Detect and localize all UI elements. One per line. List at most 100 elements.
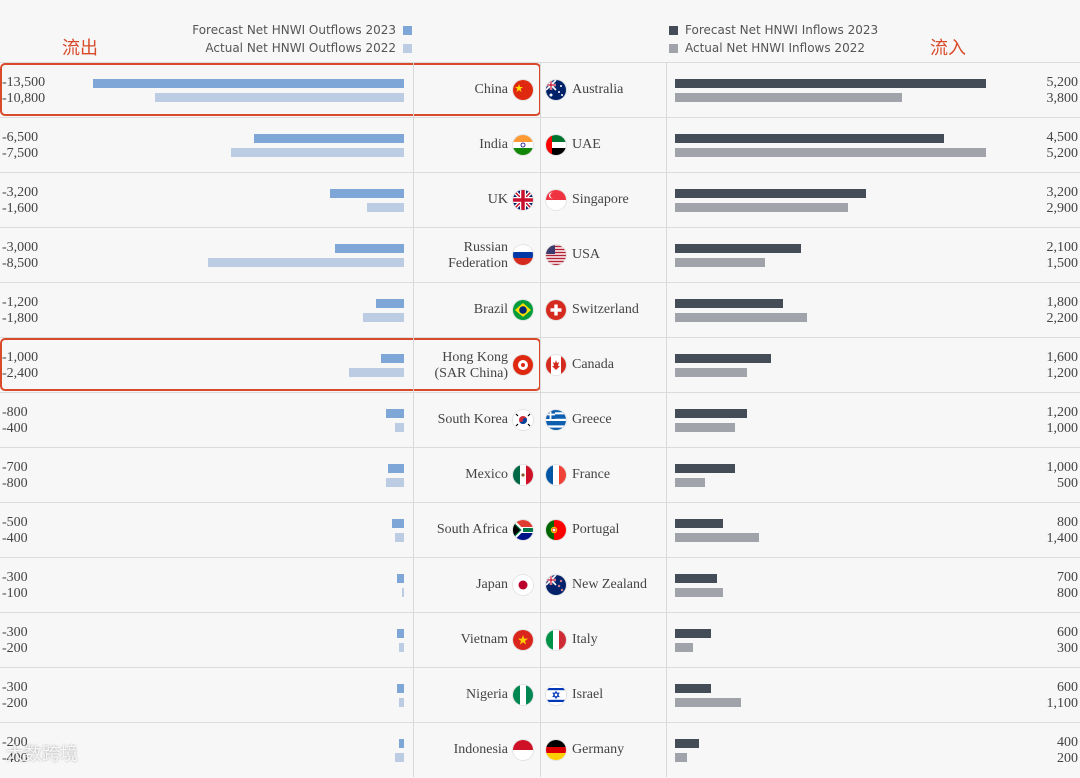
country-name-line: Italy xyxy=(572,632,598,647)
country-name-line: France xyxy=(572,467,611,482)
outflow-value-2022-mexico: -800 xyxy=(2,476,28,491)
outflow-bar-2022-japan xyxy=(401,588,404,597)
indonesia-flag-icon xyxy=(513,740,533,760)
italy-flag-icon xyxy=(546,630,566,650)
inflow-country-italy: Italy xyxy=(572,632,598,648)
inflow-country-usa: USA xyxy=(572,247,600,263)
inflow-value-2022-singapore: 2,900 xyxy=(1046,201,1079,216)
divider-outflow-country xyxy=(413,62,414,777)
israel-flag-icon xyxy=(546,685,566,705)
inflow-bar-2023-switzerland xyxy=(675,299,783,308)
inflow-bar-2022-singapore xyxy=(675,203,849,212)
country-name-line: (SAR China) xyxy=(434,366,509,381)
outflow-bar-2022-india xyxy=(231,148,404,157)
south-africa-flag-icon xyxy=(513,520,533,540)
inflow-annotation: 流入 xyxy=(930,38,966,59)
outflow-value-2022-brazil: -1,800 xyxy=(2,311,39,326)
country-name-line: Portugal xyxy=(572,522,620,537)
outflow-value-2023-mexico: -700 xyxy=(2,460,28,475)
mexico-flag-icon xyxy=(513,465,533,485)
inflow-value-2023-germany: 400 xyxy=(1057,735,1078,750)
outflow-bar-2022-nigeria xyxy=(399,698,404,707)
inflow-value-2022-switzerland: 2,200 xyxy=(1046,311,1079,326)
outflow-value-2023-china: -13,500 xyxy=(2,75,46,90)
country-name-line: Mexico xyxy=(465,467,508,482)
outflow-country-uk: UK xyxy=(488,192,508,208)
inflow-bar-2023-uae xyxy=(675,134,945,143)
china-flag-icon xyxy=(513,80,533,100)
outflow-value-2023-india: -6,500 xyxy=(2,130,39,145)
outflow-bar-2022-uk xyxy=(367,203,404,212)
uae-flag-icon xyxy=(546,135,566,155)
outflow-country-india: India xyxy=(479,137,508,153)
outflow-bar-2022-russian xyxy=(208,258,404,267)
inflow-legend: Forecast Net HNWI Inflows 2023 Actual Ne… xyxy=(669,21,878,57)
outflow-bar-2022-brazil xyxy=(362,313,404,322)
outflow-bar-2023-china xyxy=(93,79,404,88)
outflow-value-2023-hong-kong: -1,000 xyxy=(2,350,39,365)
outflow-country-nigeria: Nigeria xyxy=(466,687,508,703)
inflow-value-2022-france: 500 xyxy=(1057,476,1078,491)
outflow-annotation: 流出 xyxy=(62,38,98,59)
outflow-bar-2023-japan xyxy=(397,574,404,583)
canada-flag-icon xyxy=(546,355,566,375)
france-flag-icon xyxy=(546,465,566,485)
outflow-bar-2022-mexico xyxy=(385,478,404,487)
outflow-value-2022-japan: -100 xyxy=(2,586,28,601)
inflow-bar-2023-portugal xyxy=(675,519,723,528)
outflow-value-2023-nigeria: -300 xyxy=(2,680,28,695)
legend-swatch-outflow-2023 xyxy=(403,25,412,35)
legend-item-inflow-2022: Actual Net HNWI Inflows 2022 xyxy=(669,39,878,57)
table-row: -1,000 -2,400 Hong Kong (SAR China) Canada 1,… xyxy=(0,337,1080,393)
country-name-line: Russian xyxy=(463,240,508,255)
germany-flag-icon xyxy=(546,740,566,760)
outflow-country-vietnam: Vietnam xyxy=(461,632,508,648)
inflow-value-2023-new-zealand: 700 xyxy=(1057,570,1078,585)
outflow-bar-2022-south-korea xyxy=(394,423,404,432)
nigeria-flag-icon xyxy=(513,685,533,705)
inflow-value-2023-usa: 2,100 xyxy=(1046,240,1079,255)
legend-label-inflow-2022: Actual Net HNWI Inflows 2022 xyxy=(685,41,865,55)
inflow-bar-2022-greece xyxy=(675,423,735,432)
outflow-bar-2022-hong-kong xyxy=(348,368,404,377)
inflow-country-portugal: Portugal xyxy=(572,522,619,538)
inflow-country-germany: Germany xyxy=(572,742,624,758)
outflow-country-south-africa: South Africa xyxy=(437,522,508,538)
country-name-line: USA xyxy=(572,247,601,262)
outflow-bar-2023-south-africa xyxy=(392,519,404,528)
hong-kong-flag-icon xyxy=(513,355,533,375)
inflow-value-2022-germany: 200 xyxy=(1057,751,1078,766)
country-name-line: South Korea xyxy=(437,412,508,427)
divider-inflow-country xyxy=(666,62,667,777)
inflow-country-singapore: Singapore xyxy=(572,192,629,208)
country-name-line: China xyxy=(474,82,508,97)
country-name-line: Vietnam xyxy=(460,632,508,647)
outflow-bar-2023-nigeria xyxy=(397,684,404,693)
inflow-value-2022-usa: 1,500 xyxy=(1046,256,1079,271)
legend-label-outflow-2023: Forecast Net HNWI Outflows 2023 xyxy=(192,23,396,37)
inflow-value-2022-uae: 5,200 xyxy=(1046,146,1079,161)
outflow-bar-2023-vietnam xyxy=(397,629,404,638)
inflow-value-2023-uae: 4,500 xyxy=(1046,130,1079,145)
country-name-line: Canada xyxy=(572,357,614,372)
inflow-value-2023-israel: 600 xyxy=(1057,680,1078,695)
outflow-value-2023-indonesia: -200 xyxy=(2,735,28,750)
legend-item-outflow-2022: Actual Net HNWI Outflows 2022 xyxy=(192,39,412,57)
new-zealand-flag-icon xyxy=(546,575,566,595)
inflow-value-2022-australia: 3,800 xyxy=(1046,91,1079,106)
outflow-value-2023-uk: -3,200 xyxy=(2,185,39,200)
inflow-value-2023-france: 1,000 xyxy=(1046,460,1079,475)
inflow-bar-2023-canada xyxy=(675,354,771,363)
inflow-value-2023-italy: 600 xyxy=(1057,625,1078,640)
inflow-country-new-zealand: New Zealand xyxy=(572,577,647,593)
outflow-country-indonesia: Indonesia xyxy=(454,742,508,758)
outflow-bar-2023-uk xyxy=(330,189,404,198)
inflow-bar-2022-italy xyxy=(675,643,693,652)
outflow-country-south-korea: South Korea xyxy=(438,412,508,428)
outflow-bar-2022-china xyxy=(155,93,404,102)
greece-flag-icon xyxy=(546,410,566,430)
outflow-value-2022-india: -7,500 xyxy=(2,146,39,161)
inflow-bar-2022-australia xyxy=(675,93,903,102)
outflow-bar-2022-vietnam xyxy=(399,643,404,652)
